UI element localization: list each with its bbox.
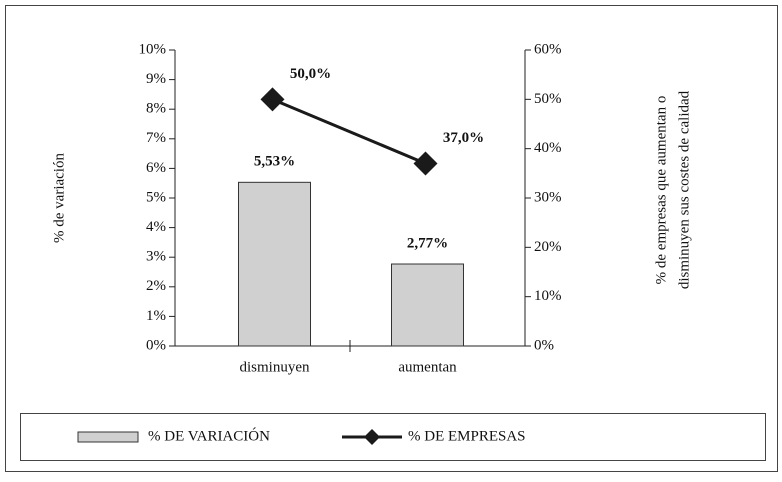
bar bbox=[238, 181, 311, 347]
y-tick-label: 2% bbox=[146, 278, 166, 294]
data-label: 2,77% bbox=[407, 235, 448, 251]
legend-label: % DE VARIACIÓN bbox=[148, 427, 270, 444]
y2-tick-label: 50% bbox=[534, 91, 562, 107]
x-tick-label: aumentan bbox=[398, 359, 457, 375]
legend-marker bbox=[364, 429, 380, 445]
y2-label: disminuyen sus costes de calidad bbox=[676, 90, 692, 289]
y-tick-label: 0% bbox=[146, 337, 166, 353]
marker bbox=[413, 151, 438, 176]
line bbox=[271, 97, 427, 165]
y-tick-label: 5% bbox=[146, 189, 166, 205]
data-label: 50,0% bbox=[290, 66, 331, 82]
y-tick-label: 7% bbox=[146, 130, 166, 146]
bar bbox=[391, 263, 464, 347]
data-label: 5,53% bbox=[254, 154, 295, 170]
frame bbox=[5, 5, 778, 472]
y-tick-label: 8% bbox=[146, 101, 166, 117]
legend-label: % DE EMPRESAS bbox=[408, 428, 526, 444]
y-tick-label: 10% bbox=[139, 41, 167, 57]
legend-swatch bbox=[77, 431, 139, 443]
y-tick-label: 3% bbox=[146, 249, 166, 265]
y-tick-label: 6% bbox=[146, 160, 166, 176]
data-label: 37,0% bbox=[443, 130, 484, 146]
y2-tick-label: 40% bbox=[534, 140, 562, 156]
y2-tick-label: 10% bbox=[534, 288, 562, 304]
x-tick-label: disminuyen bbox=[240, 359, 310, 375]
y-tick-label: 4% bbox=[146, 219, 166, 235]
y2-tick-label: 60% bbox=[534, 41, 562, 57]
y2-tick-label: 30% bbox=[534, 189, 562, 205]
y-tick-label: 9% bbox=[146, 71, 166, 87]
marker bbox=[260, 87, 285, 112]
y-tick-label: 1% bbox=[146, 308, 166, 324]
y-label: % de variación bbox=[51, 153, 67, 243]
y2-tick-label: 20% bbox=[534, 239, 562, 255]
y2-label: % de empresas que aumentan o bbox=[653, 96, 669, 285]
y2-tick-label: 0% bbox=[534, 337, 554, 353]
